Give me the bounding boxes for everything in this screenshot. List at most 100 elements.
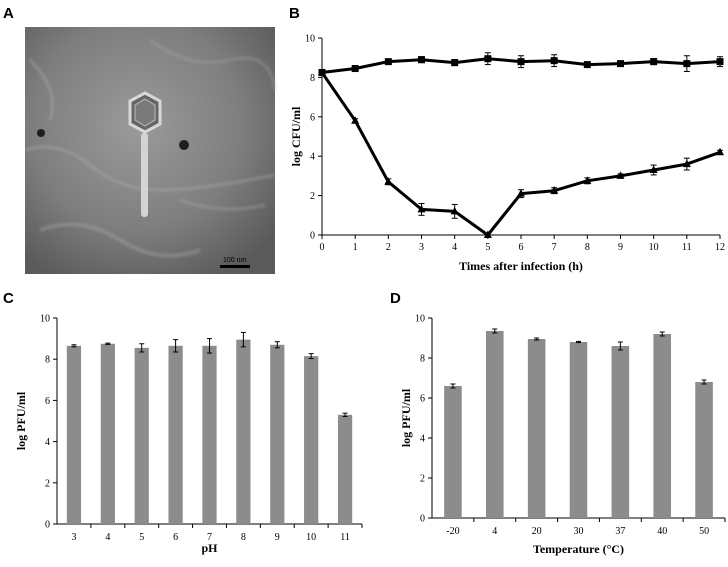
x-tick-label: 10 [649, 242, 659, 253]
data-point-square [418, 56, 425, 64]
bar-chart-ph: 0 2 4 6 8 10 3 4 5 6 7 8 9 10 11 pH log PFU/ml [14, 314, 363, 555]
micrograph-texture [24, 38, 277, 258]
data-point-triangle [351, 116, 360, 124]
y-axis-title: log CFU/ml [289, 106, 303, 166]
bar [337, 414, 353, 524]
x-tick-label: 6 [173, 532, 178, 543]
x-tick-label: 7 [207, 532, 212, 543]
x-tick-label: 3 [71, 532, 76, 543]
bar [653, 334, 672, 518]
x-tick-label: 8 [241, 532, 246, 543]
panel-label-b: B [289, 5, 300, 22]
data-point-triangle [318, 67, 326, 76]
y-tick-label: 8 [310, 73, 315, 84]
x-tick-label: 50 [699, 526, 709, 537]
x-tick-label: 11 [682, 242, 692, 253]
x-tick-label: 20 [532, 526, 542, 537]
x-tick-label: 5 [485, 242, 490, 253]
y-tick-label: 2 [45, 478, 50, 489]
bar [134, 347, 149, 524]
scale-bar [220, 265, 250, 268]
x-tick-label: 9 [275, 532, 280, 543]
data-point-square [617, 60, 624, 68]
y-tick-label: 0 [45, 520, 50, 531]
bar [100, 343, 115, 524]
debris-particle [179, 140, 189, 150]
phage-particle [128, 91, 162, 217]
x-tick-label: 2 [386, 242, 391, 253]
y-tick-label: 10 [415, 314, 425, 325]
bar [485, 331, 504, 518]
y-axis-title: log PFU/ml [399, 388, 413, 447]
bar [527, 339, 546, 518]
x-tick-label: -20 [446, 526, 459, 537]
data-point-triangle [616, 171, 625, 179]
x-tick-label: 40 [657, 526, 667, 537]
data-point-square [550, 57, 558, 65]
micrograph-panel: 100 nm [24, 27, 277, 274]
data-point-square [650, 58, 658, 66]
x-tick-label: 5 [139, 532, 144, 543]
bar-chart-temperature: 0 2 4 6 8 10 -20 4 20 30 37 40 50 Temperature (°C) log… [399, 314, 726, 556]
y-tick-label: 0 [310, 231, 315, 242]
bar [270, 344, 285, 524]
data-point-triangle [649, 165, 658, 173]
y-tick-label: 10 [305, 34, 315, 45]
y-tick-label: 2 [420, 474, 425, 485]
data-point-triangle [550, 186, 559, 194]
data-point-triangle [583, 176, 592, 184]
data-point-triangle [682, 159, 691, 168]
data-point-square [683, 60, 691, 68]
bar [304, 356, 319, 524]
bar [569, 342, 588, 518]
data-point-square [517, 58, 525, 66]
x-tick-label: 4 [492, 526, 497, 537]
panel-label-d: D [390, 290, 401, 307]
data-point-square [451, 59, 459, 67]
x-axis-title: Times after infection (h) [459, 259, 583, 273]
y-tick-label: 8 [45, 355, 50, 366]
debris-particle [37, 129, 45, 137]
panel-label-c: C [3, 290, 14, 307]
data-point-triangle [384, 177, 393, 185]
y-tick-label: 4 [45, 437, 50, 448]
data-point-triangle [417, 204, 426, 213]
bar [695, 382, 713, 518]
data-point-triangle [716, 147, 724, 156]
y-tick-label: 6 [45, 396, 50, 407]
y-tick-label: 10 [40, 314, 50, 325]
x-tick-label: 7 [552, 242, 557, 253]
data-point-square [384, 58, 392, 66]
y-tick-label: 4 [420, 434, 425, 445]
x-tick-label: 4 [105, 532, 110, 543]
x-tick-label: 10 [306, 532, 316, 543]
y-tick-label: 6 [420, 394, 425, 405]
x-tick-label: 0 [320, 242, 325, 253]
bar [66, 345, 82, 524]
y-tick-label: 2 [310, 191, 315, 202]
x-tick-label: 3 [419, 242, 424, 253]
x-tick-label: 11 [340, 532, 350, 543]
x-tick-label: 4 [452, 242, 457, 253]
x-axis-title: pH [201, 541, 218, 555]
data-point-triangle [517, 189, 525, 197]
series-line-triangle [320, 71, 721, 237]
data-point-square [716, 58, 724, 66]
bar [444, 386, 462, 518]
x-tick-label: 30 [574, 526, 584, 537]
x-tick-label: 37 [615, 526, 625, 537]
y-tick-label: 4 [310, 152, 315, 163]
bar [202, 345, 217, 524]
data-point-square [484, 55, 492, 63]
scale-bar-label: 100 nm [223, 257, 247, 264]
data-point-triangle [450, 206, 459, 215]
y-tick-label: 8 [420, 354, 425, 365]
x-tick-label: 1 [353, 242, 358, 253]
y-tick-label: 6 [310, 112, 315, 123]
x-tick-label: 9 [618, 242, 623, 253]
x-tick-label: 8 [585, 242, 590, 253]
data-point-square [351, 65, 359, 73]
y-axis-title: log PFU/ml [14, 391, 28, 450]
